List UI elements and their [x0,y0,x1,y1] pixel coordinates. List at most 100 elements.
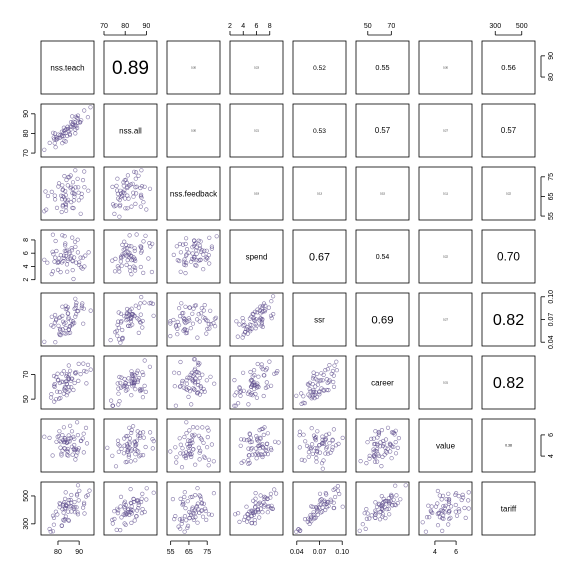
scatter-point-r3-c1 [112,269,118,274]
panel-frame-r5-c6 [418,355,473,410]
scatter-point-r4-c3 [271,294,276,299]
scatter-point-r6-c3 [259,426,264,432]
tick-label-right-2: 55 [548,212,555,220]
scatter-point-r6-c4 [297,445,302,450]
panel-frame-r7-c3 [229,481,284,536]
scatter-point-r4-c0 [49,323,54,328]
scatter-point-r3-c0 [70,259,75,264]
scatter-point-r7-c6 [441,513,446,518]
scatter-point-r4-c2 [185,319,190,324]
scatter-point-r7-c1 [144,497,149,502]
scatter-point-r5-c3 [232,378,237,383]
scatter-point-r7-c4 [317,502,322,507]
scatter-point-r6-c3 [258,436,263,441]
scatter-point-r6-c2 [202,455,208,460]
scatter-point-r1-c0 [75,113,81,118]
scatter-point-r7-c1 [125,506,130,512]
scatter-point-r2-c1 [133,176,138,181]
scatter-point-r7-c4 [331,500,336,505]
scatter-point-r5-c1 [140,395,145,400]
scatter-point-r5-c4 [307,387,312,392]
scatter-point-r4-c3 [259,322,264,327]
scatter-point-r7-c4 [335,484,341,489]
panel-frame-r1-c2 [166,103,221,158]
scatter-point-r4-c3 [251,316,256,321]
scatter-point-r5-c2 [196,379,201,384]
scatter-point-r7-c6 [427,515,432,520]
scatter-point-r6-c4 [297,429,303,434]
panel-frame-r6-c3 [229,418,284,473]
scatter-point-r4-c1 [128,316,133,321]
scatter-point-r7-c6 [449,504,454,509]
scatter-point-r6-c2 [209,442,214,447]
scatter-point-r6-c5 [379,428,385,433]
scatter-point-r7-c0 [63,490,68,495]
scatter-point-r5-c0 [55,371,60,376]
scatter-point-r7-c1 [118,494,124,500]
scatter-point-r6-c5 [367,456,372,461]
scatter-point-r5-c3 [236,401,241,406]
scatter-point-r6-c1 [134,448,139,453]
panel-frame-r0-c3 [229,40,284,95]
scatter-point-r6-c4 [320,466,325,471]
scatter-point-r2-c1 [136,173,141,178]
scatter-point-r5-c0 [64,381,69,386]
panel-frame-r0-c2 [166,40,221,95]
scatter-point-r5-c3 [233,403,238,408]
scatter-point-r3-c2 [182,257,187,262]
scatter-point-r4-c1 [138,320,143,325]
scatter-point-r6-c2 [187,428,192,433]
scatter-point-r4-c0 [72,306,77,312]
scatter-point-r6-c4 [299,457,304,463]
scatter-point-r7-c6 [435,488,441,494]
scatter-point-r7-c1 [118,504,123,509]
scatter-point-r7-c0 [69,492,74,498]
scatter-point-r4-c2 [190,321,196,326]
scatter-point-r6-c0 [83,425,89,431]
scatter-point-r5-c2 [199,389,204,394]
scatter-point-r1-c0 [52,141,57,146]
panel-frame-r2-c2 [166,166,221,221]
scatter-point-r3-c0 [69,248,75,253]
scatter-point-r7-c5 [387,512,392,517]
scatter-point-r7-c4 [311,512,316,517]
tick-label-bottom-0: 90 [75,549,83,556]
scatter-point-r6-c5 [369,436,374,442]
scatter-point-r2-c1 [129,204,134,209]
scatter-point-r2-c1 [125,173,130,178]
scatter-point-r6-c4 [313,438,318,443]
scatter-point-r6-c0 [76,446,81,451]
scatter-point-r7-c2 [172,516,177,522]
scatter-point-r3-c2 [178,269,183,274]
scatter-point-r2-c1 [120,190,126,195]
scatter-point-r7-c2 [180,518,185,523]
scatter-point-r1-c0 [64,133,70,139]
scatter-point-r5-c3 [264,366,270,371]
scatter-point-r7-c1 [136,503,141,508]
scatter-point-r7-c6 [466,498,471,503]
scatter-point-r7-c1 [134,514,139,519]
scatter-point-r3-c0 [62,234,67,239]
scatter-point-r6-c1 [137,433,142,438]
scatter-point-r4-c1 [122,314,127,319]
panel-frame-r5-c3 [229,355,284,410]
scatter-point-r6-c3 [257,452,262,457]
scatter-point-r3-c0 [50,232,56,237]
scatter-point-r1-c0 [63,127,68,132]
scatter-point-r6-c0 [62,446,67,451]
panel-frame-r7-c7 [481,481,536,536]
panel-frame-r1-c3 [229,103,284,158]
scatter-point-r2-c0 [76,190,81,195]
scatter-point-r7-c6 [446,501,452,506]
panel-frame-r3-c5 [355,229,410,284]
scatter-point-r6-c5 [371,436,376,441]
tick-label-right-6: 6 [548,433,555,437]
scatter-point-r5-c3 [275,369,280,374]
scatter-point-r3-c2 [180,242,186,247]
scatter-point-r7-c1 [151,490,156,495]
scatter-point-r3-c2 [177,241,182,247]
scatter-point-r4-c0 [63,325,68,331]
scatter-point-r5-c2 [186,386,192,391]
scatter-point-r4-c2 [197,319,202,324]
scatter-point-r6-c1 [150,446,155,451]
